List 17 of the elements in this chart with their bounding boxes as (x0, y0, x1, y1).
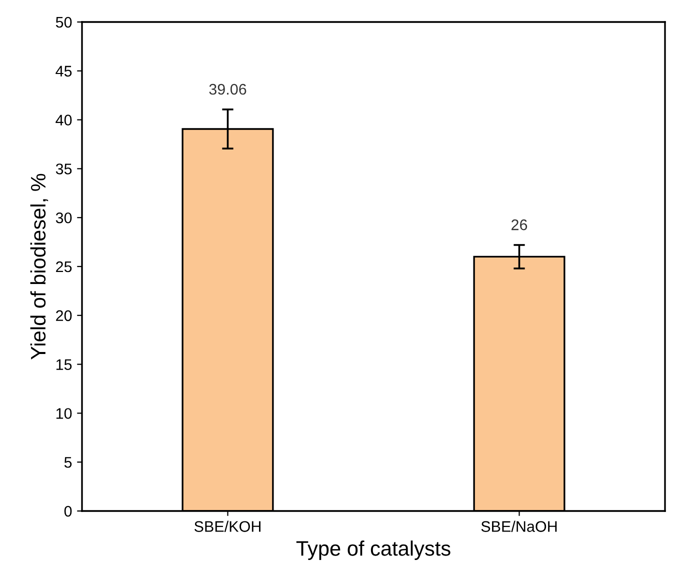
y-tick-label: 10 (56, 408, 72, 419)
y-tick-label: 15 (56, 359, 72, 370)
y-tick-label: 45 (56, 66, 72, 77)
y-axis-title: Yield of biodiesel, % (30, 174, 48, 360)
y-tick-label: 0 (64, 506, 72, 517)
y-tick-label: 5 (64, 457, 72, 468)
y-tick-label: 35 (56, 164, 72, 174)
x-tick-label: SBE/KOH (194, 520, 260, 532)
y-tick-label: 40 (56, 114, 72, 126)
y-tick-label: 20 (56, 310, 72, 322)
x-tick-label: SBE/NaOH (481, 520, 557, 532)
data-label: 26 (512, 219, 528, 230)
data-label: 39.06 (209, 84, 246, 95)
y-tick-label: 25 (56, 261, 72, 272)
y-tick-label: 30 (56, 212, 72, 224)
y-tick-label: 50 (56, 16, 72, 28)
x-axis-title: Type of catalysts (296, 540, 450, 560)
